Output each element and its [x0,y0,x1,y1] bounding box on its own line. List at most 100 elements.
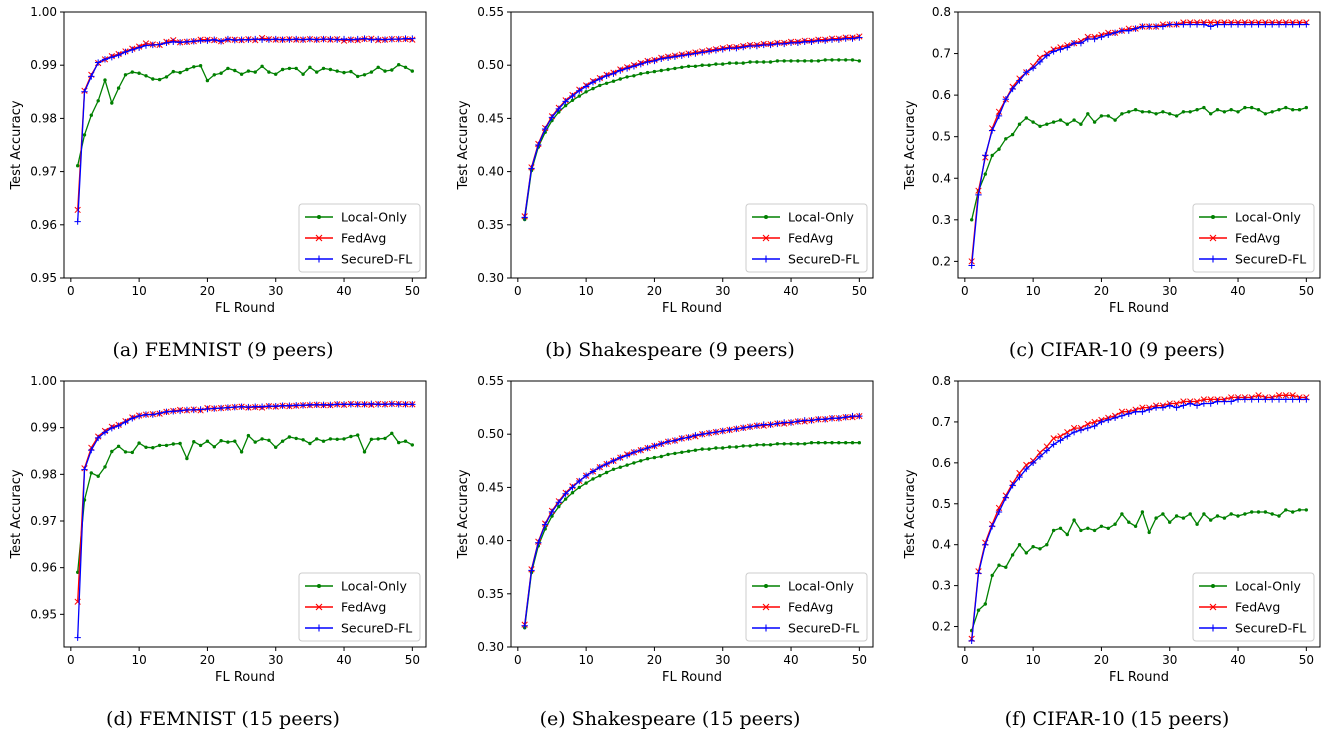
data-point [1146,406,1153,413]
data-point [787,39,795,47]
data-point [308,65,312,70]
data-point [1058,526,1063,530]
data-point [211,405,218,412]
data-point [1195,108,1199,112]
data-point [1140,110,1145,114]
data-point [1132,408,1139,415]
data-point [96,474,100,478]
data-point [563,497,568,501]
data-point [1070,39,1078,47]
data-point [1180,398,1187,405]
data-point [748,60,752,64]
y-tick-label: 0.98 [30,467,57,481]
data-point [796,442,800,446]
data-point [369,70,374,74]
data-point [294,436,298,441]
data-point [637,60,644,68]
data-point [94,59,102,66]
legend-label: FedAvg [341,231,386,246]
data-point [1133,108,1138,112]
data-point [1255,21,1262,28]
data-point [135,412,143,420]
chart-svg: 0 10 20 30 40 50 0.2 0.3 0.4 0.5 0.6 0.7 0.8 FL Round… [903,374,1321,685]
chart-caption: (f) CIFAR-10 (15 peers) [1004,708,1230,730]
data-point [267,438,271,442]
data-point [988,523,996,530]
data-point [844,58,848,62]
data-point [1106,114,1110,118]
y-tick-label: 0.3 [932,213,951,227]
data-point [144,445,148,449]
data-point [686,64,691,69]
data-point [570,491,575,495]
data-point [1152,23,1160,30]
series-secured-fl [74,400,416,641]
data-point [280,67,285,72]
y-tick-label: 0.96 [30,218,57,232]
data-point [1043,447,1050,454]
legend-marker [1209,255,1217,263]
data-point [217,404,225,412]
data-point [115,422,122,429]
data-point [541,125,549,133]
data-point [142,411,150,418]
x-tick-label: 10 [578,284,593,298]
legend-marker [315,234,323,242]
legend-marker [1211,215,1215,219]
x-tick-label: 0 [67,284,75,298]
data-point [340,401,348,408]
data-point [1221,398,1228,405]
legend-label: Local-Only [788,579,854,594]
data-point [1250,105,1254,110]
data-point [1127,110,1131,114]
data-point [321,439,326,443]
data-point [1127,520,1131,524]
data-point [1105,31,1112,39]
data-point [1147,110,1151,114]
data-point [1297,108,1302,112]
y-tick-label: 0.45 [477,480,504,494]
y-tick-label: 0.2 [932,254,951,268]
data-point [577,485,581,490]
chart-caption: (c) CIFAR-10 (9 peers) [1008,339,1226,361]
data-point [1029,459,1037,467]
data-point [1241,21,1249,28]
chart-panel-2: 0 10 20 30 40 50 0.30 0.35 0.40 0.45 0.50 0.55 FL Ro… [447,0,893,369]
data-point [1064,429,1071,436]
data-point [1050,48,1057,55]
data-point [659,454,663,459]
legend-label: FedAvg [1235,231,1280,246]
y-tick-label: 0.45 [477,111,504,125]
series-secured-fl [521,412,863,629]
data-point [610,70,617,77]
data-point [362,450,367,454]
series-line [971,106,1307,220]
data-point [983,172,987,176]
data-point [734,445,739,449]
data-point [796,59,800,63]
data-point [1256,108,1261,112]
data-point [110,449,114,454]
data-point [1193,402,1201,409]
x-tick-label: 10 [578,653,593,667]
legend-marker [764,215,768,219]
data-point [1050,441,1057,448]
data-point [789,442,793,446]
data-point [598,83,602,88]
x-tick-label: 40 [1230,653,1245,667]
data-point [1038,547,1042,551]
data-point [995,504,1003,512]
data-point [781,419,788,426]
data-point [192,440,196,444]
data-point [699,431,706,438]
data-point [625,75,629,79]
data-point [816,441,821,445]
data-point [388,400,396,408]
data-point [409,401,416,408]
data-point [1270,512,1274,516]
legend-marker [764,584,768,588]
data-point [163,408,170,415]
data-point [550,514,554,518]
data-point [306,35,314,43]
data-point [1132,25,1139,32]
